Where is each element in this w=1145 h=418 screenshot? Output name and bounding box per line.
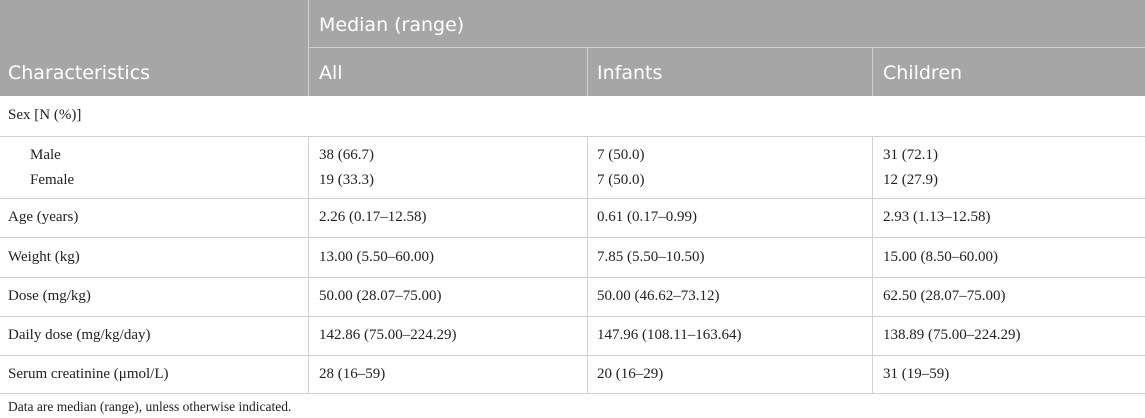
column-divider <box>308 317 309 355</box>
column-divider <box>587 278 588 316</box>
table-footnote: Data are median (range), unless otherwis… <box>8 399 292 414</box>
column-divider <box>587 317 588 355</box>
cell-age-children: 2.93 (1.13–12.58) <box>883 209 991 225</box>
cell-age-infants: 0.61 (0.17–0.99) <box>597 209 697 225</box>
header-divider <box>587 48 588 96</box>
column-divider <box>308 278 309 316</box>
cell-daily-dose-infants: 147.96 (108.11–163.64) <box>597 327 742 343</box>
table-row: Dose (mg/kg) 50.00 (28.07–75.00) 50.00 (… <box>0 278 1145 317</box>
cell-dose-infants: 50.00 (46.62–73.12) <box>597 288 720 304</box>
col-header-all: All <box>319 62 343 84</box>
col-header-children: Children <box>883 62 963 84</box>
row-label-dose: Dose (mg/kg) <box>8 288 91 304</box>
cell-age-all: 2.26 (0.17–12.58) <box>319 209 427 225</box>
row-label-female: Female <box>30 172 75 188</box>
header-divider <box>308 0 309 96</box>
group-header-median-range: Median (range) <box>319 14 465 36</box>
column-divider <box>587 238 588 277</box>
column-divider <box>872 356 873 393</box>
cell-dose-all: 50.00 (28.07–75.00) <box>319 288 442 304</box>
col-header-infants: Infants <box>597 62 663 84</box>
column-divider <box>872 199 873 237</box>
row-label-weight: Weight (kg) <box>8 249 80 265</box>
column-divider <box>872 238 873 277</box>
table-row: Daily dose (mg/kg/day) 142.86 (75.00–224… <box>0 317 1145 356</box>
column-divider <box>872 137 873 198</box>
table-row: Weight (kg) 13.00 (5.50–60.00) 7.85 (5.5… <box>0 238 1145 278</box>
row-label-age: Age (years) <box>8 209 79 225</box>
group-header-underline <box>309 47 1145 48</box>
data-table: Median (range) Characteristics All Infan… <box>0 0 1145 96</box>
cell-creatinine-infants: 20 (16–29) <box>597 366 664 382</box>
table-row: Serum creatinine (μmol/L) 28 (16–59) 20 … <box>0 356 1145 394</box>
cell-female-children: 12 (27.9) <box>883 172 938 188</box>
table-row-sex-heading: Sex [N (%)] <box>0 96 1145 137</box>
cell-female-all: 19 (33.3) <box>319 172 374 188</box>
row-label-daily-dose: Daily dose (mg/kg/day) <box>8 327 151 343</box>
column-divider <box>587 199 588 237</box>
cell-dose-children: 62.50 (28.07–75.00) <box>883 288 1006 304</box>
table-header: Median (range) Characteristics All Infan… <box>0 0 1145 96</box>
cell-male-children: 31 (72.1) <box>883 147 938 163</box>
column-divider <box>872 278 873 316</box>
cell-weight-all: 13.00 (5.50–60.00) <box>319 249 434 265</box>
column-divider <box>587 356 588 393</box>
cell-weight-infants: 7.85 (5.50–10.50) <box>597 249 705 265</box>
table-row-sex-values: Male 38 (66.7) 7 (50.0) 31 (72.1) Female… <box>0 137 1145 199</box>
col-header-characteristics: Characteristics <box>8 62 151 84</box>
column-divider <box>308 356 309 393</box>
column-divider <box>308 137 309 198</box>
row-label-serum-creatinine: Serum creatinine (μmol/L) <box>8 366 169 382</box>
column-divider <box>872 317 873 355</box>
header-divider <box>872 48 873 96</box>
cell-creatinine-all: 28 (16–59) <box>319 366 386 382</box>
cell-female-infants: 7 (50.0) <box>597 172 645 188</box>
section-label-sex: Sex [N (%)] <box>8 107 82 123</box>
cell-male-all: 38 (66.7) <box>319 147 374 163</box>
cell-weight-children: 15.00 (8.50–60.00) <box>883 249 998 265</box>
column-divider <box>308 199 309 237</box>
row-label-male: Male <box>30 147 61 163</box>
cell-daily-dose-all: 142.86 (75.00–224.29) <box>319 327 457 343</box>
column-divider <box>308 238 309 277</box>
cell-creatinine-children: 31 (19–59) <box>883 366 950 382</box>
cell-male-infants: 7 (50.0) <box>597 147 645 163</box>
table-row: Age (years) 2.26 (0.17–12.58) 0.61 (0.17… <box>0 199 1145 238</box>
column-divider <box>587 137 588 198</box>
cell-daily-dose-children: 138.89 (75.00–224.29) <box>883 327 1021 343</box>
